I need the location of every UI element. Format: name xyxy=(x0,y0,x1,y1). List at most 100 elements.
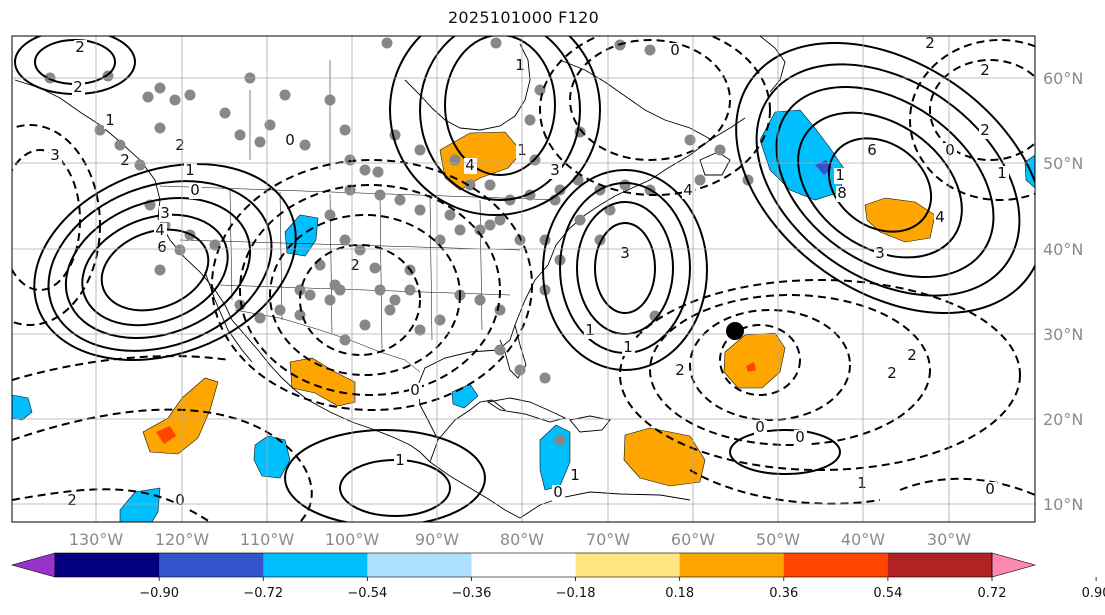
contour-pacific-low-2 xyxy=(12,124,101,326)
colorbar-tick-label: 0.72 xyxy=(978,586,1007,601)
station-dot xyxy=(434,314,446,326)
contour-label-bg xyxy=(622,340,635,356)
contour-south-band-1 xyxy=(12,408,313,522)
contour-label-bg xyxy=(549,163,562,179)
contour-label: 0 xyxy=(175,491,185,509)
contour-canada-ridge-3 xyxy=(389,36,601,216)
contour-label: 2 xyxy=(887,364,897,382)
contour-label: 0 xyxy=(755,418,765,436)
contour-west-high-1 xyxy=(100,228,210,312)
contour-west-high-3 xyxy=(64,196,252,340)
station-dot xyxy=(264,119,276,131)
contour-pacific-low-1 xyxy=(12,149,81,291)
contour-label-bg xyxy=(682,183,695,199)
border-state-6 xyxy=(479,199,483,331)
contour-label-bg xyxy=(409,383,422,399)
contour-label-bg xyxy=(174,493,187,509)
contour-label: 3 xyxy=(50,146,60,164)
contour-label-bg xyxy=(934,210,947,226)
storm-center-marker xyxy=(726,322,744,340)
lat-label: 50°N xyxy=(1043,154,1083,173)
contour-south-band-2 xyxy=(12,488,211,522)
blue-shade-pacific-south xyxy=(253,435,291,479)
station-dot xyxy=(304,289,316,301)
contour-label: 1 xyxy=(623,338,633,356)
colorbar-segment xyxy=(679,553,785,577)
coast-hispaniola xyxy=(569,415,611,433)
contour-label: 1 xyxy=(515,56,525,74)
station-dot xyxy=(389,294,401,306)
colorbar-segment xyxy=(471,553,577,577)
contour-label: 1 xyxy=(395,451,405,469)
lon-label: 100°W xyxy=(325,530,380,549)
contour-central-atl-4 xyxy=(542,169,708,371)
station-dot xyxy=(324,94,336,106)
station-dot xyxy=(254,136,266,148)
contour-label-bg xyxy=(464,158,477,174)
lat-label: 60°N xyxy=(1043,69,1083,88)
contour-label: 0 xyxy=(670,41,680,59)
contour-label-bg xyxy=(184,163,197,179)
border-state-5 xyxy=(429,197,433,341)
station-dot xyxy=(142,91,154,103)
contour-label-bg xyxy=(924,36,937,52)
contour-label-bg xyxy=(674,363,687,379)
contour-label-bg xyxy=(996,166,1009,182)
station-dot xyxy=(344,184,356,196)
contour-trough-2 xyxy=(269,214,461,376)
orange-shade-mexico xyxy=(289,357,356,407)
contour-label-bg xyxy=(72,80,85,96)
contour-label: 6 xyxy=(867,141,877,159)
station-dot xyxy=(219,107,231,119)
lon-label: 60°W xyxy=(671,530,715,549)
border-state-4 xyxy=(379,195,383,351)
contour-label-bg xyxy=(619,246,632,262)
station-dot xyxy=(414,204,426,216)
contour-label-bg xyxy=(874,246,887,262)
station-dot xyxy=(234,129,246,141)
colorbar-frame xyxy=(54,552,993,578)
contour-canada-ridge-2 xyxy=(419,36,581,201)
colorbar-tick-labels: −0.90 −0.72 −0.54 −0.36 −0.18 0.18 0.36 0.54 0.7… xyxy=(139,577,1105,601)
blue-shade-west-edge xyxy=(12,394,33,421)
station-dot xyxy=(169,94,181,106)
contour-label-bg xyxy=(584,323,597,339)
coast-cuba xyxy=(486,397,567,423)
colorbar-segment xyxy=(263,553,368,577)
station-dot xyxy=(494,344,506,356)
map-layers: 2201346203433421201684232221100012011202… xyxy=(12,36,1035,522)
station-dot xyxy=(464,179,476,191)
station-dot xyxy=(334,284,346,296)
contour-label-bg xyxy=(119,153,132,169)
station-dot xyxy=(484,179,496,191)
station-dot xyxy=(684,134,696,146)
station-dot xyxy=(354,244,366,256)
contour-label-bg xyxy=(174,138,187,154)
coast-south-america xyxy=(519,491,691,519)
station-dot xyxy=(444,209,456,221)
contour-label: 2 xyxy=(175,136,185,154)
contour-south-band-5 xyxy=(689,469,881,505)
red-core-central-atlantic xyxy=(746,362,756,372)
station-dot xyxy=(154,122,166,134)
station-dot xyxy=(384,304,396,316)
station-dot xyxy=(644,44,656,56)
station-dot xyxy=(174,244,186,256)
coast-yucatan xyxy=(437,399,506,441)
station-dot xyxy=(339,334,351,346)
darkblue-core-north-atlantic xyxy=(815,160,832,175)
station-dot xyxy=(254,312,266,324)
station-dot xyxy=(524,114,536,126)
contour-central-atl-1 xyxy=(594,222,656,314)
contour-label-bg xyxy=(104,113,117,129)
longitude-labels: 130°W 120°W 110°W 100°W 90°W 80°W 70°W 60°W 50°W… xyxy=(69,530,971,549)
station-dot xyxy=(154,264,166,276)
station-dot xyxy=(404,284,416,296)
station-dot xyxy=(474,224,486,236)
station-dot xyxy=(374,189,386,201)
station-dot xyxy=(294,284,306,296)
solid-contours xyxy=(14,36,1035,522)
colorbar-tick-label: 0.36 xyxy=(769,586,798,601)
lat-label: 20°N xyxy=(1043,410,1083,429)
station-dot xyxy=(134,159,146,171)
